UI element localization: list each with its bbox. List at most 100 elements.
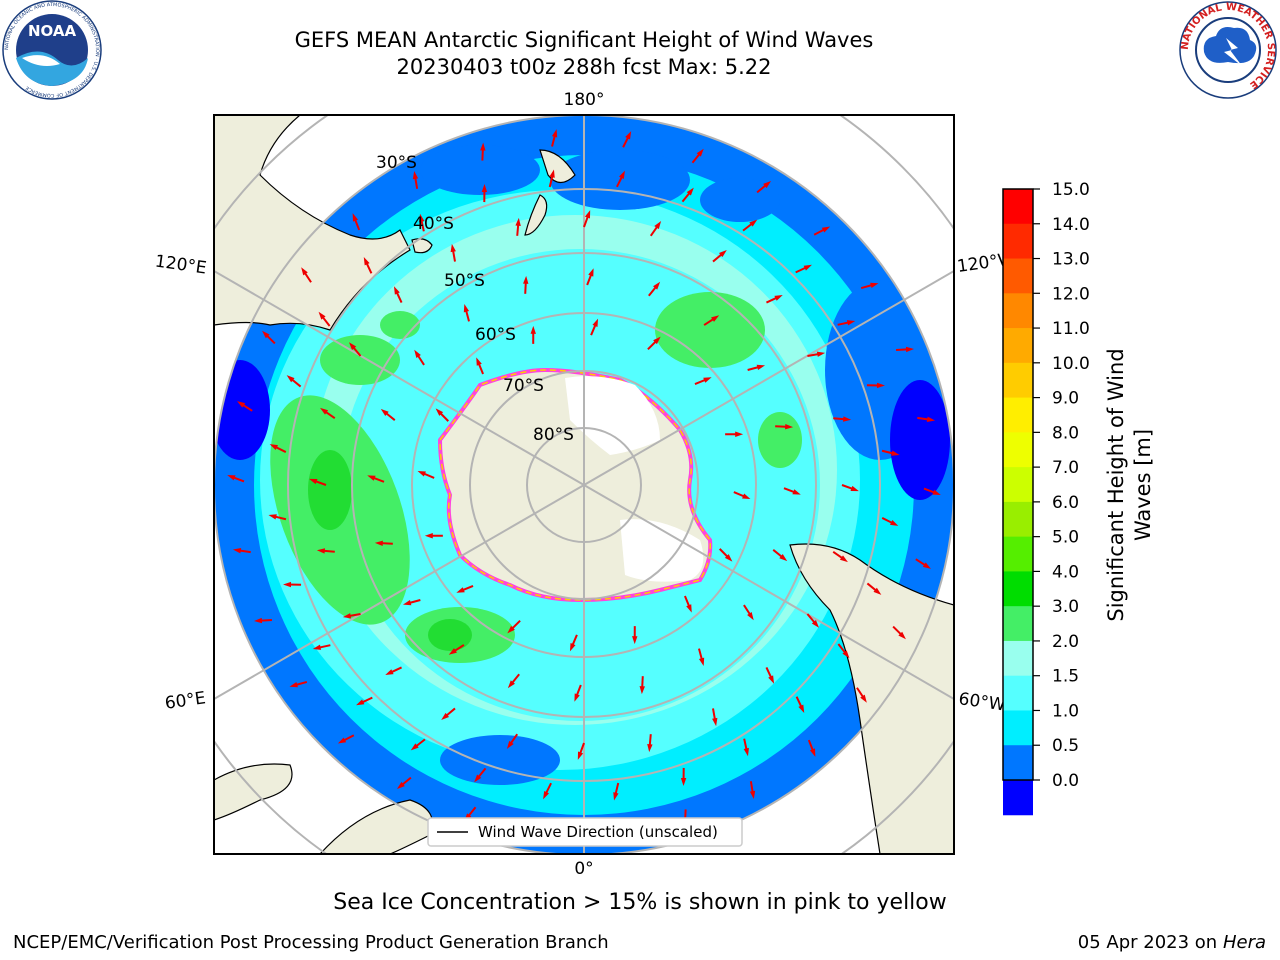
wind-wave-arrowhead [316, 548, 326, 554]
wind-wave-arrowhead [367, 475, 376, 481]
wind-wave-arrowhead [639, 686, 645, 695]
ross-ice-shelf [565, 376, 660, 455]
wind-wave-arrowhead [506, 740, 514, 749]
madagascar [214, 763, 293, 821]
wind-wave-arrowhead [312, 644, 322, 650]
wind-wave-arrowhead [456, 587, 465, 593]
wind-wave-arrowhead [237, 401, 246, 408]
wind-wave-arrowhead [696, 148, 704, 157]
sea-ice-edge [439, 369, 712, 601]
wind-wave-arrowhead [342, 613, 352, 619]
wind-wave-arrowhead [809, 748, 816, 757]
wind-wave-arrowhead [763, 180, 772, 189]
legend-text: Wind Wave Direction (unscaled) [478, 823, 718, 841]
wind-wave-arrowhead [653, 281, 661, 290]
wind-wave-arrowhead [749, 219, 758, 227]
wind-wave-arrowhead [463, 303, 470, 313]
wind-wave-arrowhead [922, 562, 931, 569]
wind-wave-arrowhead [698, 657, 705, 667]
wind-wave-arrowhead [417, 470, 426, 477]
wind-wave-arrowhead [523, 275, 529, 284]
footer-date: 05 Apr 2023 on Hera [1078, 932, 1266, 953]
footer-org: NCEP/EMC/Verification Post Processing Pr… [13, 932, 609, 953]
wind-wave-arrowhead [507, 680, 515, 689]
wind-wave-arrowhead [414, 349, 421, 358]
wind-wave-arrowhead [393, 286, 400, 295]
wind-wave-arrowhead [588, 268, 594, 277]
wind-wave-arrowhead [419, 213, 425, 223]
wind-wave-arrowhead [481, 184, 488, 193]
lat-label-50s: 50°S [444, 271, 485, 291]
wind-wave-arrowhead [289, 681, 298, 688]
wind-wave-arrowhead [735, 431, 744, 437]
new-zealand-north [539, 149, 576, 184]
wind-wave-arrowhead [374, 540, 383, 546]
wind-wave-arrowhead [301, 267, 308, 276]
wind-wave-arrowhead [356, 699, 365, 706]
wind-wave-arrowhead [474, 774, 482, 783]
chart-title: GEFS MEAN Antarctic Significant Height o… [294, 28, 874, 52]
wind-wave-arrowhead [480, 142, 486, 151]
lon-label-120w: 120°W [956, 249, 1016, 277]
wind-wave-arrowhead [396, 781, 405, 790]
wind-wave-arrowhead [686, 187, 694, 196]
lon-label-120e: 120°E [154, 252, 208, 279]
wind-wave-arrowhead [309, 478, 318, 485]
wind-wave-arrowhead [926, 416, 936, 423]
wind-wave-arrowhead [268, 514, 277, 520]
wind-wave-arrowhead [584, 210, 591, 219]
wind-wave-arrowhead [654, 221, 662, 230]
wind-wave-arrowhead [262, 330, 270, 339]
wind-wave-arrowhead [792, 489, 801, 495]
lon-label-60w: 60°W [957, 689, 1006, 715]
wind-wave-arrowhead [569, 643, 576, 652]
wind-wave-arrowhead [625, 131, 632, 140]
wind-wave-arrows [227, 129, 941, 841]
south-america-landmass [789, 543, 954, 854]
wind-wave-arrowhead [811, 619, 819, 628]
wind-wave-arrowhead [352, 213, 359, 222]
wind-wave-arrowhead [842, 650, 850, 659]
wind-wave-arrowhead [718, 250, 727, 258]
wind-wave-arrowhead [891, 450, 900, 456]
wind-wave-arrowhead [577, 751, 584, 760]
wind-wave-arrowhead [232, 547, 242, 554]
lon-label-0: 0° [574, 859, 593, 879]
lon-label-180: 180° [564, 90, 605, 110]
wind-wave-arrowhead [898, 631, 906, 640]
chart-subtitle: 20230403 t00z 288h fcst Max: 5.22 [396, 55, 772, 79]
wind-wave-arrowhead [785, 424, 794, 430]
wind-wave-arrowhead [450, 243, 456, 253]
wind-wave-arrowhead [680, 777, 687, 786]
wind-wave-arrowhead [860, 694, 867, 703]
wind-wave-arrowhead [574, 693, 580, 702]
lat-label-70s: 70°S [503, 376, 544, 396]
wind-wave-arrowhead [876, 382, 885, 389]
wind-wave-arrowhead [435, 408, 444, 416]
lon-label-60e: 60°E [164, 688, 207, 713]
new-zealand-south [524, 194, 548, 236]
noaa-logo: NOAA NATIONAL OCEANIC AND ATMOSPHERIC AD… [2, 0, 102, 100]
weddell-sea-ice [620, 519, 704, 582]
wind-wave-arrowhead [742, 493, 751, 500]
australia-landmass [214, 115, 411, 331]
lat-label-40s: 40°S [413, 214, 454, 234]
wind-wave-arrowhead [253, 617, 263, 624]
wind-wave-arrowhead [227, 475, 236, 481]
wind-wave-arrowhead [798, 704, 805, 713]
wind-wave-arrowhead [711, 315, 720, 322]
lat-label-60s: 60°S [475, 325, 516, 345]
africa-landmass [319, 799, 434, 854]
wind-wave-arrowhead [592, 318, 599, 327]
wind-wave-arrowhead [551, 129, 558, 138]
wind-wave-arrowhead [889, 519, 899, 526]
noaa-logo-text: NOAA [28, 22, 77, 40]
wind-wave-arrowhead [412, 171, 419, 180]
wind-wave-arrowhead [768, 675, 775, 684]
wind-wave-arrowhead [905, 346, 915, 353]
wind-wave-arrowhead [850, 485, 859, 492]
wind-wave-arrowhead [380, 408, 389, 416]
wind-wave-arrowhead [283, 581, 292, 588]
wind-wave-arrowhead [448, 648, 457, 655]
wind-wave-arrowhead [402, 599, 412, 606]
